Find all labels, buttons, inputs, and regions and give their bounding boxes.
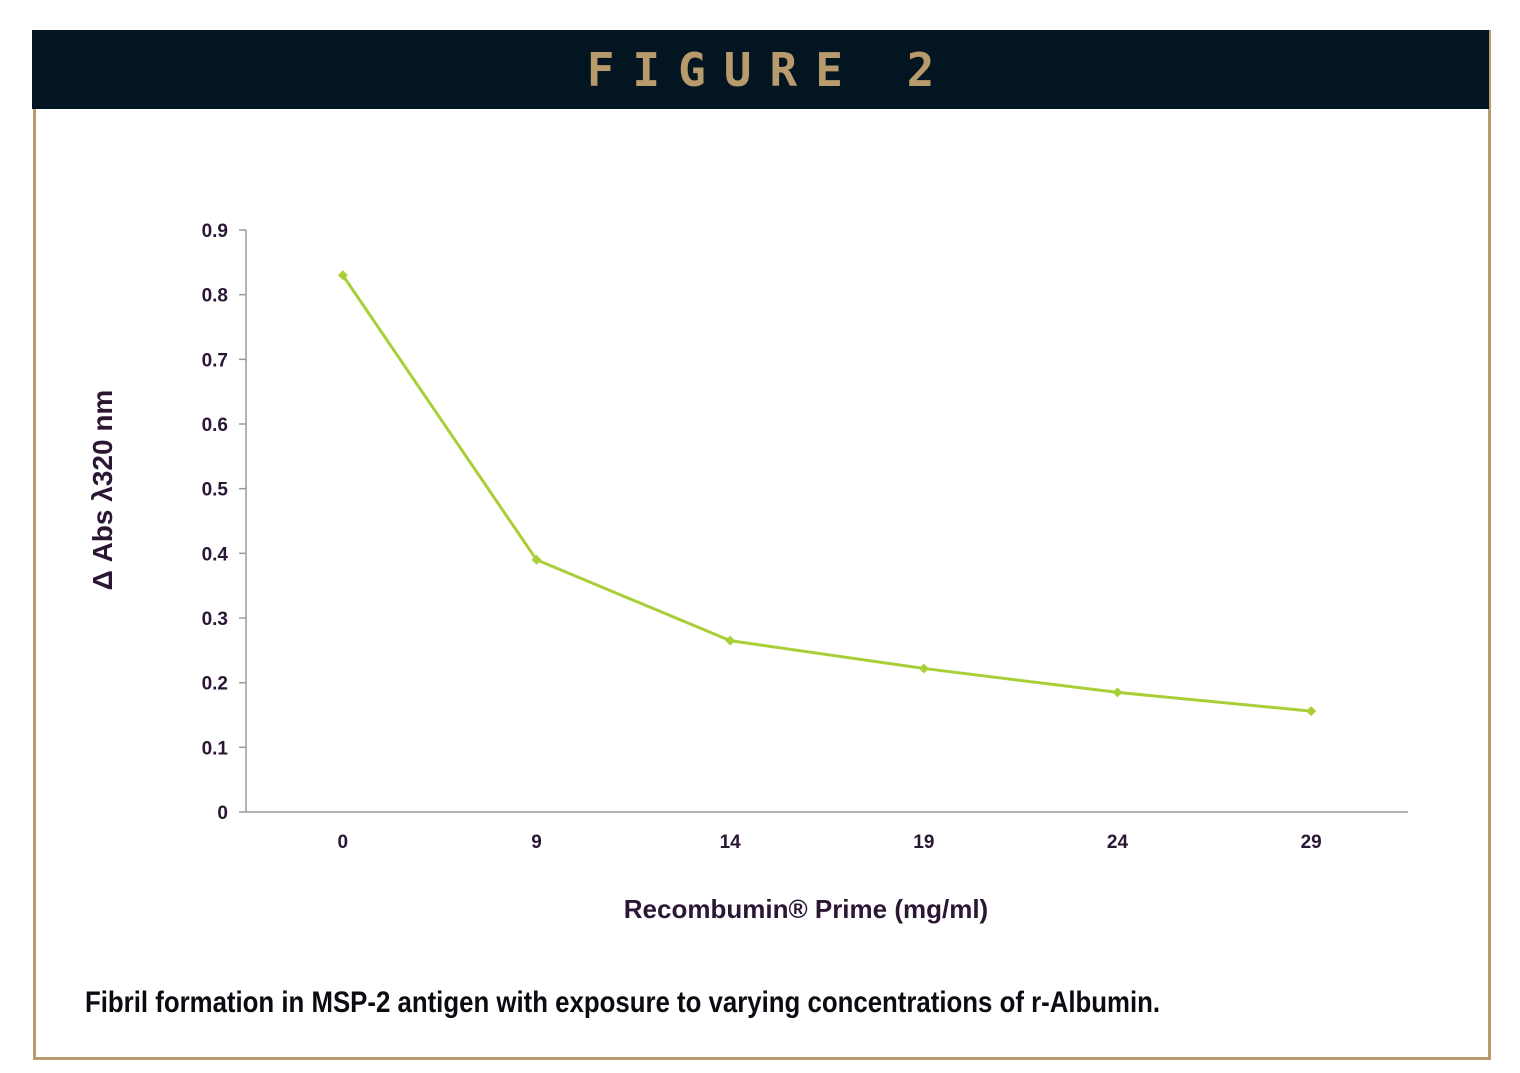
y-tick-label: 0.8 <box>202 286 228 307</box>
y-tick-label: 0.7 <box>202 350 228 371</box>
data-point <box>337 270 348 281</box>
y-tick-labels: 0 0.1 0.2 0.3 0.4 0.5 0.6 0.7 0.8 0.9 <box>202 221 229 824</box>
figure-frame <box>33 30 1491 1060</box>
y-tick-label: 0.3 <box>202 609 228 630</box>
y-tick-label: 0.1 <box>202 738 229 759</box>
y-tick-label: 0.4 <box>202 544 229 565</box>
series-group <box>337 270 1317 717</box>
x-tick-label: 9 <box>531 832 542 853</box>
series-line <box>341 274 1312 713</box>
data-point <box>725 635 736 646</box>
y-tick-label: 0.6 <box>202 415 228 436</box>
x-tick-label: 19 <box>913 832 934 853</box>
data-point <box>531 554 542 565</box>
y-tick-label: 0.2 <box>202 674 228 695</box>
y-tick-label: 0 <box>217 803 228 824</box>
x-axis-label: Recombumin® Prime (mg/ml) <box>624 894 988 924</box>
data-point <box>1112 687 1123 698</box>
y-axis-label: Δ Abs λ320 nm <box>87 390 118 591</box>
data-point <box>918 663 929 674</box>
y-tick-label: 0.9 <box>202 221 228 242</box>
y-tick-label: 0.5 <box>202 480 229 501</box>
x-tick-label: 29 <box>1301 832 1322 853</box>
figure-caption: Fibril formation in MSP-2 antigen with e… <box>85 986 1161 1019</box>
figure-title: FIGURE 2 <box>586 42 953 97</box>
x-tick-label: 14 <box>720 832 742 853</box>
x-tick-label: 24 <box>1107 832 1129 853</box>
figure-header: FIGURE 2 <box>32 30 1489 109</box>
data-point <box>1306 706 1317 717</box>
chart-axes <box>239 229 1408 813</box>
x-tick-labels: 0 9 14 19 24 29 <box>338 832 1322 853</box>
x-tick-label: 0 <box>338 832 349 853</box>
